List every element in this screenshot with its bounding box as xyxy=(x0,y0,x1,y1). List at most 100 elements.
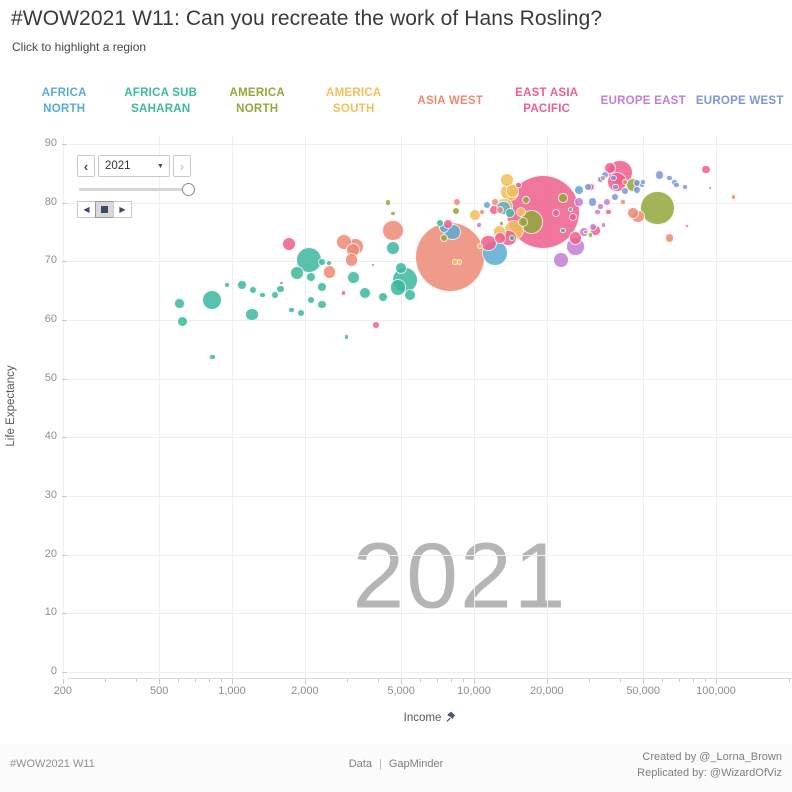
stop-button[interactable] xyxy=(95,201,114,218)
bubble-asia_west[interactable] xyxy=(344,253,359,267)
bubble-america_north[interactable] xyxy=(640,190,675,226)
bubble-africa_sub_saharan[interactable] xyxy=(259,291,266,299)
region-button-africa_sub_saharan[interactable]: AFRICA SUB SAHARAN xyxy=(113,85,210,117)
bubble-africa_sub_saharan[interactable] xyxy=(385,240,401,256)
year-slider[interactable] xyxy=(79,183,195,196)
bubble-america_north[interactable] xyxy=(452,206,461,215)
bubble-africa_sub_saharan[interactable] xyxy=(403,288,416,301)
bubble-east_asia_pacific[interactable] xyxy=(701,164,711,174)
bubble-africa_sub_saharan[interactable] xyxy=(176,316,189,328)
bubble-east_asia_pacific[interactable] xyxy=(552,209,561,218)
region-button-america_south[interactable]: AMERICA SOUTH xyxy=(306,85,403,117)
bubble-europe_west[interactable] xyxy=(654,170,665,180)
bubble-europe_east[interactable] xyxy=(553,252,570,269)
bubble-east_asia_pacific[interactable] xyxy=(282,236,297,251)
bubble-africa_north[interactable] xyxy=(371,262,376,267)
bubble-africa_sub_saharan[interactable] xyxy=(174,298,185,309)
bubble-america_north[interactable] xyxy=(499,220,504,226)
bubble-africa_sub_saharan[interactable] xyxy=(237,280,247,290)
bubble-africa_sub_saharan[interactable] xyxy=(568,207,574,213)
bubble-europe_west[interactable] xyxy=(673,181,680,189)
bubble-europe_east[interactable] xyxy=(603,198,612,207)
bubble-east_asia_pacific[interactable] xyxy=(372,320,381,329)
bubble-europe_east[interactable] xyxy=(597,203,604,211)
bubble-europe_east[interactable] xyxy=(573,197,584,208)
bubble-europe_east[interactable] xyxy=(588,222,597,231)
bubble-america_north[interactable] xyxy=(583,229,588,235)
bubble-america_north[interactable] xyxy=(522,195,531,204)
region-button-asia_west[interactable]: ASIA WEST xyxy=(402,93,499,109)
bubble-africa_sub_saharan[interactable] xyxy=(343,334,350,340)
bubble-africa_sub_saharan[interactable] xyxy=(287,306,295,314)
region-button-east_asia_pacific[interactable]: EAST ASIA PACIFIC xyxy=(499,85,596,117)
bubble-africa_sub_saharan[interactable] xyxy=(508,234,515,241)
bubble-america_north[interactable] xyxy=(440,233,449,242)
bubble-africa_sub_saharan[interactable] xyxy=(245,308,259,322)
bubble-america_north[interactable] xyxy=(390,210,396,216)
bubble-asia_west[interactable] xyxy=(490,198,499,207)
slider-handle[interactable] xyxy=(182,183,195,196)
bubble-africa_north[interactable] xyxy=(482,201,491,210)
bubble-europe_west[interactable] xyxy=(611,192,620,201)
bubble-africa_sub_saharan[interactable] xyxy=(307,296,316,305)
bubble-america_north[interactable] xyxy=(587,232,594,238)
bubble-africa_sub_saharan[interactable] xyxy=(306,272,317,283)
bubble-europe_west[interactable] xyxy=(621,186,629,195)
bubble-africa_sub_saharan[interactable] xyxy=(436,219,445,228)
bubble-africa_sub_saharan[interactable] xyxy=(378,292,388,303)
bubble-europe_east[interactable] xyxy=(600,222,607,228)
bubble-america_south[interactable] xyxy=(476,242,484,250)
bubble-europe_west[interactable] xyxy=(639,178,647,186)
bubble-asia_west[interactable] xyxy=(620,199,626,205)
bubble-africa_sub_saharan[interactable] xyxy=(389,279,407,297)
bubble-america_north[interactable] xyxy=(518,217,529,228)
step-back-button[interactable]: ◀ xyxy=(77,201,96,218)
region-button-america_north[interactable]: AMERICA NORTH xyxy=(209,85,306,117)
bubble-america_south[interactable] xyxy=(516,207,527,218)
bubble-europe_west[interactable] xyxy=(587,197,598,207)
bubble-africa_sub_saharan[interactable] xyxy=(394,261,407,274)
bubble-east_asia_pacific[interactable] xyxy=(604,162,617,175)
bubble-east_asia_pacific[interactable] xyxy=(493,231,506,244)
dropdown-arrow-icon[interactable]: ▼ xyxy=(157,162,164,170)
year-next-button[interactable]: › xyxy=(173,155,191,177)
bubble-east_asia_pacific[interactable] xyxy=(605,208,612,216)
bubble-america_south[interactable] xyxy=(468,209,481,221)
bubble-asia_west[interactable] xyxy=(453,198,462,207)
bubble-asia_west[interactable] xyxy=(495,205,504,214)
bubble-asia_west[interactable] xyxy=(664,233,675,243)
bubble-asia_west[interactable] xyxy=(323,265,337,279)
year-dropdown[interactable]: 2021 ▼ xyxy=(98,155,170,177)
region-button-europe_west[interactable]: EUROPE WEST xyxy=(692,93,789,109)
year-prev-button[interactable]: ‹ xyxy=(77,155,95,177)
region-button-africa_north[interactable]: AFRICA NORTH xyxy=(16,85,113,117)
bubble-america_north[interactable] xyxy=(558,193,568,203)
bubble-america_north[interactable] xyxy=(384,199,392,206)
bubble-asia_west[interactable] xyxy=(382,219,404,241)
bubble-africa_sub_saharan[interactable] xyxy=(270,290,279,299)
bubble-africa_sub_saharan[interactable] xyxy=(248,286,257,295)
bubble-europe_west[interactable] xyxy=(612,183,619,191)
bubble-america_south[interactable] xyxy=(452,259,458,265)
bubble-asia_west[interactable] xyxy=(730,194,737,200)
bubble-africa_sub_saharan[interactable] xyxy=(346,270,361,284)
bubble-east_asia_pacific[interactable] xyxy=(515,181,522,189)
bubble-africa_sub_saharan[interactable] xyxy=(325,260,332,267)
bubble-africa_sub_saharan[interactable] xyxy=(316,282,327,293)
play-button[interactable]: ▶ xyxy=(113,201,132,218)
bubble-africa_sub_saharan[interactable] xyxy=(208,353,216,361)
bubble-europe_west[interactable] xyxy=(707,185,713,191)
bubble-africa_sub_saharan[interactable] xyxy=(276,284,285,294)
bubble-east_asia_pacific[interactable] xyxy=(685,224,690,229)
bubble-africa_sub_saharan[interactable] xyxy=(224,281,231,288)
bubble-africa_sub_saharan[interactable] xyxy=(202,290,223,311)
bubble-europe_west[interactable] xyxy=(610,174,617,182)
bubble-east_asia_pacific[interactable] xyxy=(568,212,577,221)
bubble-asia_west[interactable] xyxy=(622,179,628,185)
bubble-asia_west[interactable] xyxy=(478,208,486,216)
bubble-africa_sub_saharan[interactable] xyxy=(317,300,327,310)
bubble-america_north[interactable] xyxy=(279,280,284,286)
bubble-asia_west[interactable] xyxy=(626,207,639,220)
bubble-africa_sub_saharan[interactable] xyxy=(317,257,326,266)
bubble-europe_west[interactable] xyxy=(666,174,673,182)
